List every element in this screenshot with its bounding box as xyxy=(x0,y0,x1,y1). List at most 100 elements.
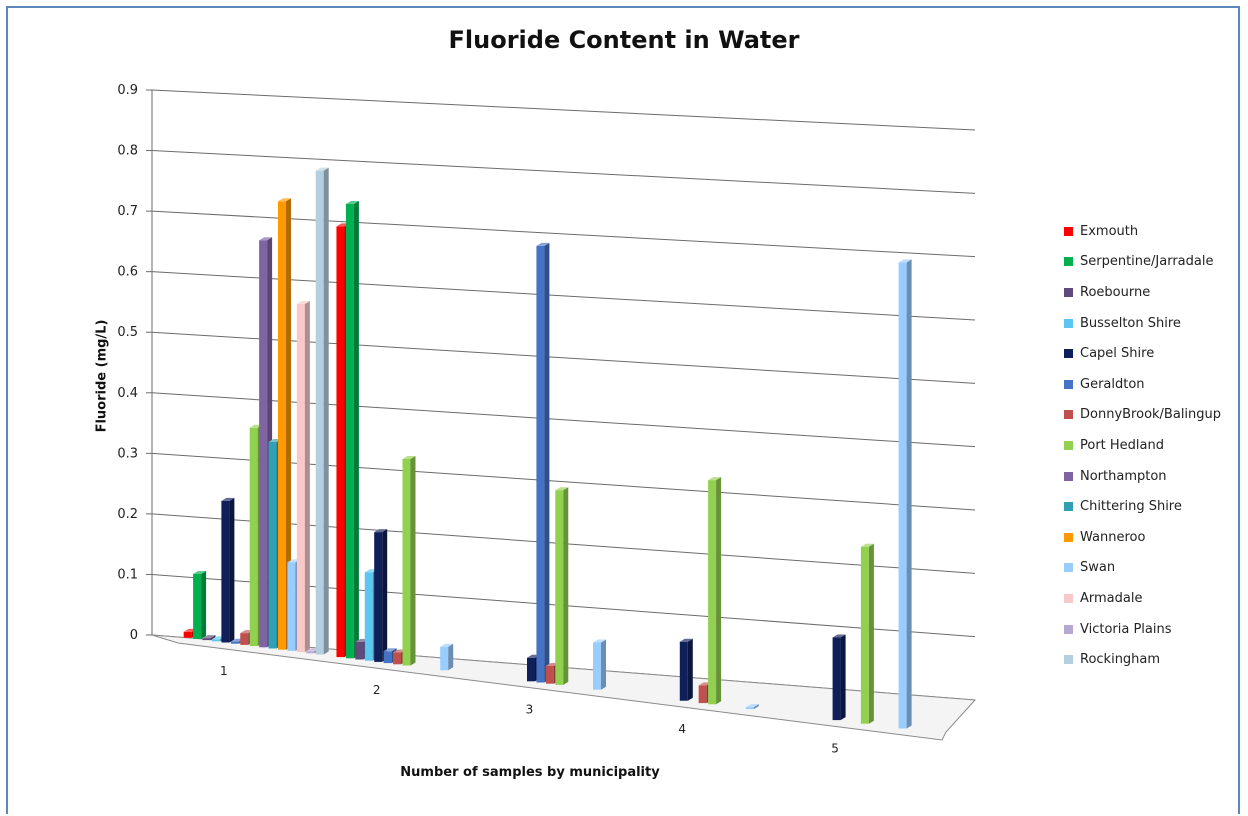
bar-top xyxy=(555,487,569,491)
legend-item: Northampton xyxy=(1064,461,1221,492)
legend-label: Exmouth xyxy=(1080,223,1139,239)
legend-swatch xyxy=(1064,349,1073,359)
legend-item: Swan xyxy=(1064,553,1221,584)
bar xyxy=(296,300,310,653)
legend-label: Rockingham xyxy=(1080,652,1161,668)
chart-title: Fluoride Content in Water xyxy=(448,26,800,54)
bar-top xyxy=(708,477,722,481)
bar-front xyxy=(555,490,564,685)
y-tick-label: 0.9 xyxy=(117,83,138,98)
bar-side xyxy=(323,167,329,655)
bar-front xyxy=(698,685,707,704)
legend-swatch xyxy=(1064,440,1073,450)
bar xyxy=(679,638,693,701)
legend-label: Capel Shire xyxy=(1080,346,1155,362)
x-tick-label: 1 xyxy=(220,664,228,678)
y-tick-label: 0.8 xyxy=(117,144,138,159)
bar xyxy=(745,704,759,710)
legend-label: Northampton xyxy=(1080,468,1167,484)
legend-item: Rockingham xyxy=(1064,644,1221,675)
legend-swatch xyxy=(1064,593,1073,603)
legend-item: Wanneroo xyxy=(1064,522,1221,553)
y-tick-label: 0.5 xyxy=(117,325,138,340)
bar-front xyxy=(296,303,305,653)
x-tick-label: 3 xyxy=(526,703,534,717)
bar-front xyxy=(287,562,296,651)
gridline xyxy=(151,150,976,194)
y-tick-label: 0.7 xyxy=(117,204,138,219)
bar-front xyxy=(545,666,554,684)
bar-front xyxy=(593,642,602,690)
bar xyxy=(593,639,607,690)
bar-side xyxy=(687,638,693,701)
legend-swatch xyxy=(1064,471,1073,481)
bar xyxy=(345,201,359,659)
bar-side xyxy=(210,635,216,641)
legend-swatch xyxy=(1064,502,1073,512)
bar-side xyxy=(601,639,607,690)
y-tick-label: 0.3 xyxy=(117,446,138,461)
legend-swatch xyxy=(1064,563,1073,573)
bar xyxy=(555,487,569,685)
bar xyxy=(536,242,550,683)
bar-side xyxy=(229,497,235,643)
bar-front xyxy=(259,240,268,648)
bar-front xyxy=(832,637,841,721)
bar-top xyxy=(259,237,273,241)
bar-front xyxy=(249,427,258,647)
gridline xyxy=(151,331,976,384)
legend-item: Chittering Shire xyxy=(1064,491,1221,522)
x-tick-label: 2 xyxy=(373,683,381,697)
legend-swatch xyxy=(1064,410,1073,420)
bar xyxy=(221,497,235,643)
bar-front xyxy=(221,500,230,643)
legend-swatch xyxy=(1064,379,1073,389)
bar-front xyxy=(193,574,202,639)
bar-front xyxy=(240,633,249,645)
bar-front xyxy=(355,641,364,660)
legend-item: Serpentine/Jarradale xyxy=(1064,247,1221,278)
bar-top xyxy=(221,497,235,501)
bar-top xyxy=(296,300,310,304)
bar-side xyxy=(353,201,359,659)
legend-item: Victoria Plains xyxy=(1064,614,1221,645)
legend-label: Wanneroo xyxy=(1080,529,1146,545)
bar-side xyxy=(906,259,912,729)
bar-side xyxy=(716,477,722,705)
bar-top xyxy=(440,643,454,647)
y-tick-label: 0 xyxy=(130,628,138,643)
bar-side xyxy=(868,543,874,724)
bar-top xyxy=(679,638,693,642)
bar-front xyxy=(202,638,211,641)
bar-front xyxy=(526,657,535,682)
bar xyxy=(202,635,216,641)
x-ticks: 1 2 3 4 5 xyxy=(220,664,839,756)
bar xyxy=(708,477,722,705)
x-tick-label: 5 xyxy=(831,741,839,755)
bar-side xyxy=(840,634,846,721)
bar-side xyxy=(382,529,388,662)
bar-side xyxy=(563,487,569,685)
bar xyxy=(898,259,912,729)
bar-front xyxy=(536,245,545,683)
x-tick-label: 4 xyxy=(678,722,686,736)
bar xyxy=(402,456,416,666)
legend-swatch xyxy=(1064,318,1073,328)
bar-front xyxy=(402,459,411,666)
bar-side xyxy=(410,456,416,666)
gridline xyxy=(151,392,976,448)
legend-item: Geraldton xyxy=(1064,369,1221,400)
bar-top xyxy=(193,571,207,575)
bar-top xyxy=(402,456,416,460)
y-ticks: 0 0.1 0.2 0.3 0.4 0.5 0.6 0.7 0.8 0.9 xyxy=(117,83,152,643)
bar-top xyxy=(898,259,912,263)
legend-item: Roebourne xyxy=(1064,277,1221,308)
legend-label: Victoria Plains xyxy=(1080,621,1172,637)
legend-swatch xyxy=(1064,287,1073,297)
x-axis-label: Number of samples by municipality xyxy=(400,765,660,780)
bar-front xyxy=(268,441,277,649)
gridline xyxy=(151,271,976,321)
bar-front xyxy=(336,226,345,658)
y-tick-label: 0.1 xyxy=(117,567,138,582)
